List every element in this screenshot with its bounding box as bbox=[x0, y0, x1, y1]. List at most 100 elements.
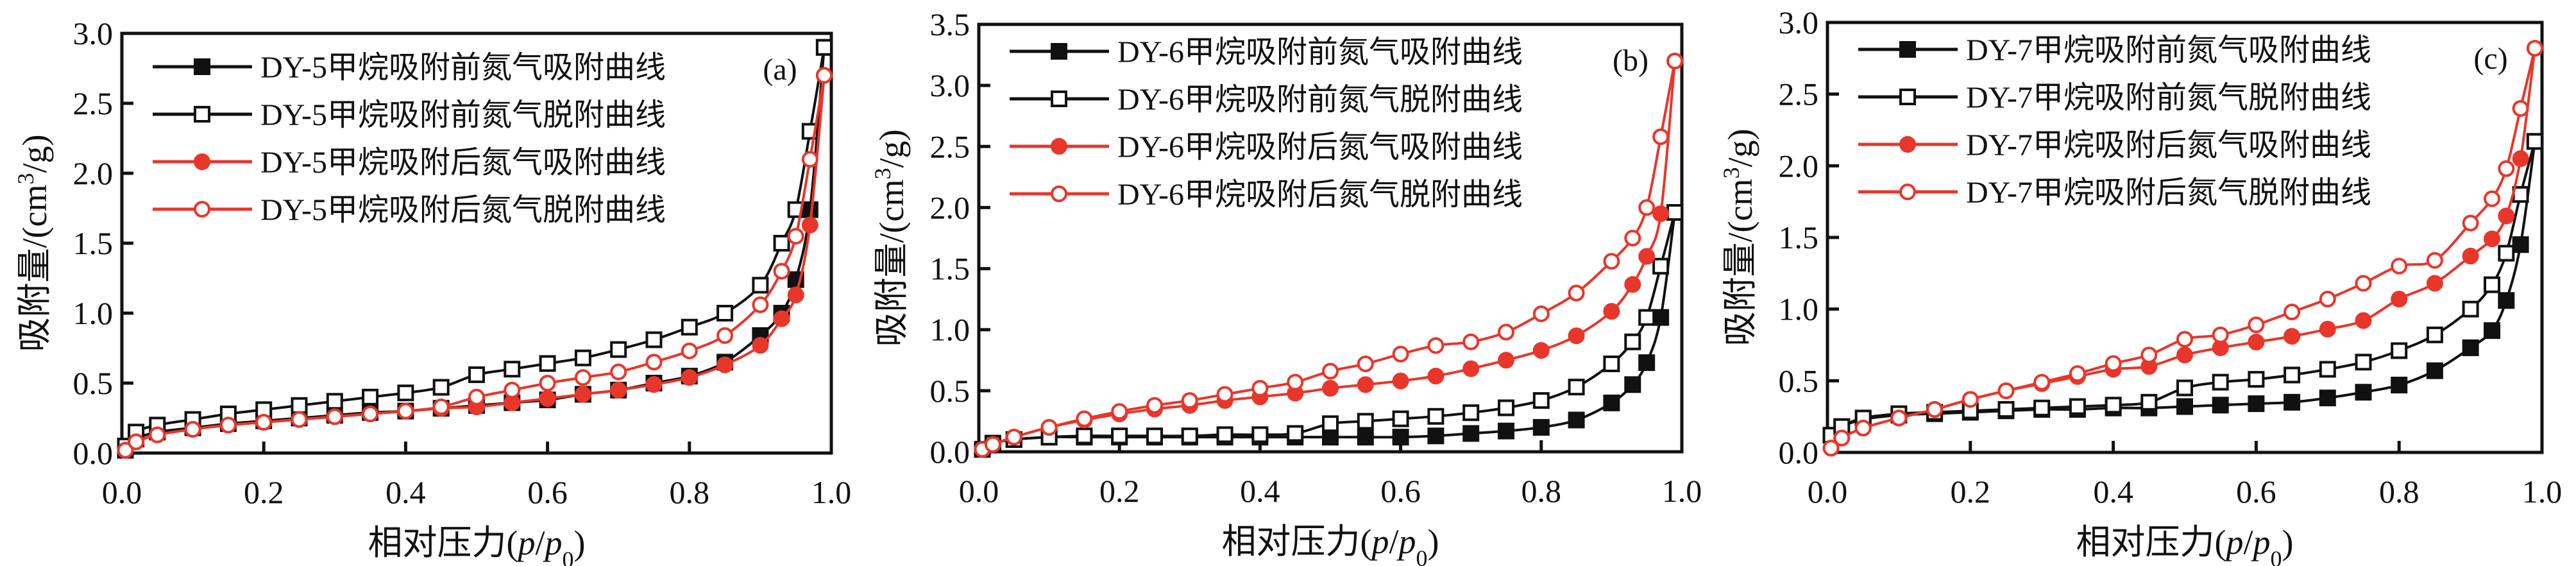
data-point bbox=[1926, 401, 1944, 418]
data-point bbox=[773, 310, 790, 327]
data-point bbox=[2391, 377, 2408, 394]
data-point bbox=[2319, 361, 2336, 378]
x-tick-label: 0.6 bbox=[2236, 474, 2276, 510]
x-axis-label-sub: 0 bbox=[2271, 546, 2282, 566]
data-point bbox=[984, 436, 1001, 453]
data-point bbox=[681, 369, 698, 386]
legend-item: DY-5甲烷吸附后氮气吸附曲线 bbox=[153, 146, 666, 180]
legend-label: DY-5甲烷吸附前氮气吸附曲线 bbox=[260, 51, 666, 85]
legend-marker bbox=[1051, 90, 1067, 107]
data-point bbox=[1040, 418, 1058, 436]
legend-item: DY-5甲烷吸附前氮气吸附曲线 bbox=[153, 51, 666, 85]
data-point bbox=[2462, 300, 2479, 318]
x-tick-label: 0.2 bbox=[244, 474, 284, 510]
data-point bbox=[1462, 425, 1480, 442]
y-axis-label-main: 吸附量/(cm bbox=[872, 180, 911, 347]
data-point bbox=[1111, 427, 1128, 445]
data-point bbox=[2069, 365, 2086, 382]
panel-b: 0.0 0.2 0.4 0.6 0.8 1.0 0.0 0.5 1.0 1.5 2.0 2.5 3.0 3… bbox=[870, 6, 1702, 566]
data-point bbox=[1603, 253, 1620, 270]
data-point bbox=[610, 341, 627, 358]
data-point bbox=[2526, 40, 2543, 57]
data-point bbox=[2391, 257, 2408, 275]
data-point bbox=[610, 363, 627, 381]
x-tick-label: 0.4 bbox=[386, 474, 426, 510]
data-point bbox=[1392, 345, 1409, 363]
data-point bbox=[1962, 391, 1979, 408]
data-point bbox=[1005, 429, 1022, 446]
x-tick-label: 1.0 bbox=[1662, 473, 1702, 509]
data-point bbox=[468, 388, 485, 406]
legend-marker bbox=[1899, 184, 1916, 200]
data-point bbox=[2248, 334, 2265, 351]
panel-label: (c) bbox=[2473, 42, 2507, 76]
data-point bbox=[1603, 394, 1620, 411]
legend-item: DY-7甲烷吸附前氮气吸附曲线 bbox=[1858, 33, 2371, 67]
data-point bbox=[1111, 403, 1128, 420]
legend-label: DY-7甲烷吸附前氮气吸附曲线 bbox=[1966, 33, 2371, 67]
data-point bbox=[2484, 276, 2501, 293]
data-point bbox=[716, 327, 734, 344]
data-point bbox=[1357, 376, 1374, 393]
x-tick-label: 1.0 bbox=[2522, 474, 2563, 510]
x-tick-label: 0.0 bbox=[959, 473, 999, 509]
x-axis-label-p2: p bbox=[543, 524, 563, 562]
data-point bbox=[539, 375, 556, 391]
data-point bbox=[326, 408, 343, 425]
y-tick-label: 2.5 bbox=[930, 128, 970, 164]
data-point bbox=[2140, 393, 2158, 411]
data-point bbox=[773, 235, 790, 252]
data-point bbox=[1392, 410, 1409, 427]
data-point bbox=[610, 381, 627, 399]
data-point bbox=[504, 381, 521, 399]
data-point bbox=[752, 277, 769, 294]
y-tick-label: 0.0 bbox=[73, 435, 114, 471]
series-3 bbox=[974, 53, 1684, 458]
y-tick-label: 3.0 bbox=[1779, 4, 1819, 40]
data-point bbox=[468, 366, 485, 383]
y-tick-label: 3.0 bbox=[73, 15, 114, 51]
data-point bbox=[2426, 275, 2443, 292]
data-point bbox=[1498, 352, 1514, 369]
data-point bbox=[1462, 404, 1480, 422]
data-point bbox=[2176, 347, 2193, 364]
data-point bbox=[1357, 429, 1374, 446]
data-point bbox=[1427, 427, 1445, 445]
x-axis-label-p1: p bbox=[515, 524, 535, 562]
data-point bbox=[716, 305, 734, 322]
y-axis-label-main: 吸附量/(cm bbox=[1721, 179, 1759, 347]
data-point bbox=[1251, 380, 1269, 397]
x-axis-label-sub: 0 bbox=[1416, 545, 1428, 566]
data-point bbox=[2355, 384, 2372, 401]
series-1 bbox=[117, 39, 833, 455]
x-axis-label-main: 相对压力( bbox=[368, 524, 518, 562]
y-tick-label: 0.5 bbox=[73, 365, 114, 401]
y-tick-label: 0.0 bbox=[930, 434, 970, 470]
legend-label: DY-6甲烷吸附前氮气脱附曲线 bbox=[1117, 83, 1523, 117]
legend-label: DY-6甲烷吸附前氮气吸附曲线 bbox=[1117, 35, 1523, 69]
data-point bbox=[2498, 244, 2515, 262]
data-point bbox=[2033, 373, 2051, 391]
y-tick-label: 0.5 bbox=[930, 373, 970, 409]
legend-marker bbox=[194, 106, 210, 123]
panel-label: (a) bbox=[763, 53, 797, 87]
legend-label: DY-5甲烷吸附后氮气脱附曲线 bbox=[260, 193, 666, 227]
data-point bbox=[1498, 323, 1514, 341]
legend-marker bbox=[1051, 185, 1067, 202]
data-point bbox=[2484, 190, 2501, 207]
data-point bbox=[1357, 413, 1374, 430]
data-point bbox=[801, 216, 818, 234]
data-point bbox=[1216, 426, 1233, 443]
y-axis-label-tail: /g) bbox=[15, 135, 54, 173]
x-axis-label-slash: / bbox=[2243, 523, 2253, 562]
x-axis-label-p2: p bbox=[1396, 522, 1416, 561]
data-point bbox=[2462, 339, 2479, 356]
y-axis-label-sup: 3 bbox=[870, 168, 895, 180]
data-point bbox=[681, 318, 698, 336]
data-point bbox=[1890, 409, 1908, 427]
data-point bbox=[1666, 204, 1684, 221]
legend-item: DY-6甲烷吸附后氮气脱附曲线 bbox=[1010, 178, 1523, 212]
y-tick-label: 0.5 bbox=[1779, 363, 1819, 399]
legend-marker bbox=[1051, 138, 1067, 155]
